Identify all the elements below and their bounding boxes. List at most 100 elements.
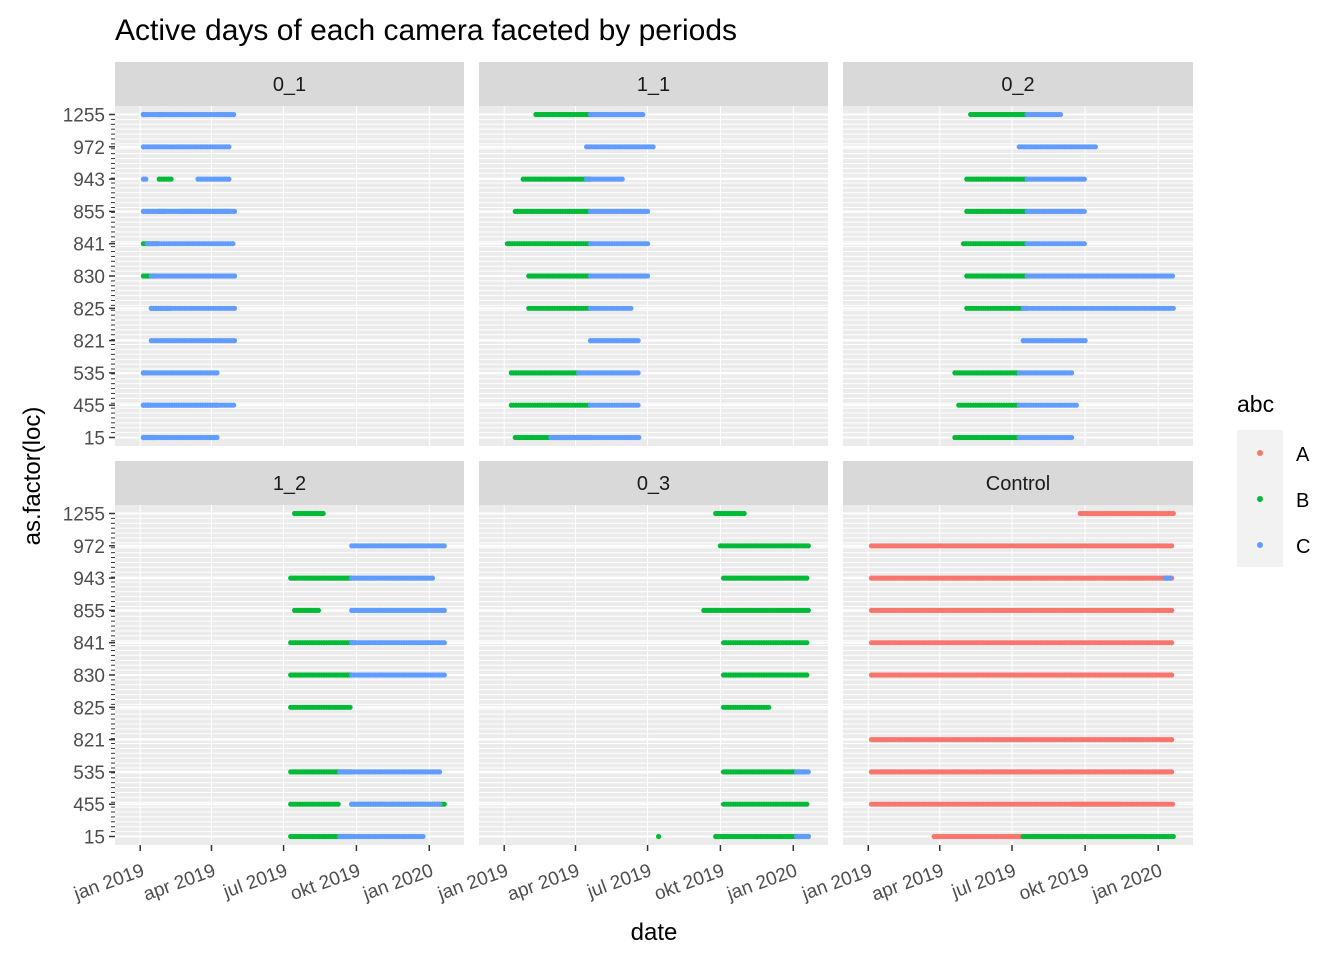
facet-strip [479, 62, 828, 106]
data-point [230, 241, 236, 247]
data-point [1081, 208, 1087, 214]
y-tick-label: 855 [73, 202, 105, 223]
data-point [231, 208, 238, 214]
data-point [1057, 111, 1064, 118]
x-tick-label: jan 2019 [799, 860, 876, 905]
facet-strip [479, 461, 828, 505]
y-tick-label: 15 [84, 828, 105, 849]
x-tick-label: jul 2019 [584, 860, 655, 903]
facet-label: 1_1 [637, 74, 670, 96]
y-tick-label: 943 [73, 170, 105, 191]
data-point [214, 370, 220, 376]
data-point [168, 176, 174, 182]
x-tick-label: apr 2019 [505, 860, 583, 905]
data-point [441, 607, 447, 614]
data-point [805, 769, 811, 775]
data-point [1170, 833, 1176, 840]
data-point [636, 434, 642, 441]
data-point [437, 801, 443, 807]
data-point [650, 144, 656, 150]
data-point [1081, 176, 1087, 182]
x-tick-label: jan 2020 [724, 860, 801, 905]
data-point [226, 176, 232, 182]
data-point [628, 305, 634, 311]
data-point [1069, 434, 1075, 441]
data-point [804, 575, 810, 581]
data-point [741, 510, 747, 517]
data-point [1169, 801, 1176, 807]
y-tick-label: 972 [73, 537, 105, 558]
data-point [635, 370, 641, 376]
x-tick-label: jan 2020 [1088, 860, 1165, 905]
x-tick-label: okt 2019 [288, 860, 364, 905]
facet-strip [115, 461, 464, 505]
data-point [645, 273, 651, 279]
legend-key [1257, 496, 1263, 502]
data-point [231, 273, 238, 279]
data-point [441, 672, 447, 678]
facet-panel: 0_2 [843, 62, 1193, 446]
data-point [437, 769, 443, 775]
x-axis-label: date [631, 919, 678, 946]
data-point [805, 607, 811, 614]
data-point [1069, 370, 1075, 376]
x-tick-label: apr 2019 [869, 860, 947, 905]
data-point [335, 801, 341, 807]
data-point [231, 338, 238, 344]
facet-panels: 0_1 15 455 535 821 825 830 841 855 943 972 1255 1_1 0… [63, 62, 1193, 906]
data-point [805, 833, 811, 840]
data-point [1170, 305, 1176, 311]
data-point [231, 111, 237, 118]
data-point [441, 801, 447, 807]
data-point [1167, 575, 1173, 581]
y-tick-label: 841 [73, 235, 105, 256]
y-tick-label: 821 [73, 731, 105, 752]
facet-strip [115, 62, 464, 106]
data-point [1169, 640, 1175, 646]
legend-label: A [1296, 444, 1310, 466]
x-tick-label: jul 2019 [220, 860, 291, 903]
legend-key [1257, 542, 1263, 548]
data-point [656, 833, 662, 840]
y-tick-label: 535 [73, 763, 105, 784]
data-point [640, 111, 646, 118]
facet-label: 0_1 [273, 74, 306, 96]
data-point [766, 704, 772, 710]
data-point [805, 543, 811, 549]
x-tick-label: jan 2019 [434, 860, 511, 905]
data-point [1082, 338, 1088, 344]
legend-key [1257, 450, 1263, 456]
facet-label: 0_3 [637, 473, 670, 495]
y-tick-label: 841 [73, 634, 105, 655]
x-tick-label: okt 2019 [652, 860, 728, 905]
data-point [441, 543, 447, 549]
chart-title: Active days of each camera faceted by pe… [115, 14, 737, 47]
data-point [645, 241, 651, 247]
facet-strip [843, 461, 1193, 505]
data-point [804, 801, 810, 807]
facet-panel: 1_1 [479, 62, 828, 446]
data-point [1169, 672, 1175, 678]
x-tick-label: jan 2020 [360, 860, 437, 905]
data-point [143, 176, 149, 182]
legend-label: B [1296, 490, 1309, 512]
data-point [645, 208, 651, 214]
data-point [226, 144, 232, 150]
facet-panel: 1_2 15 455 535 821 825 830 841 855 943 972 1255 jan … [63, 461, 464, 906]
data-point [804, 640, 810, 646]
y-tick-label: 972 [73, 138, 105, 159]
y-tick-label: 1255 [63, 106, 105, 127]
facet-label: 0_2 [1001, 74, 1034, 96]
data-point [635, 402, 641, 408]
y-axis-label: as.factor(loc) [19, 407, 46, 546]
data-point [1169, 273, 1176, 279]
legend-label: C [1296, 536, 1310, 558]
data-point [1092, 144, 1098, 150]
y-tick-label: 943 [73, 569, 105, 590]
facet-strip [843, 62, 1193, 106]
y-tick-label: 825 [73, 698, 105, 719]
facet-label: 1_2 [273, 473, 306, 495]
